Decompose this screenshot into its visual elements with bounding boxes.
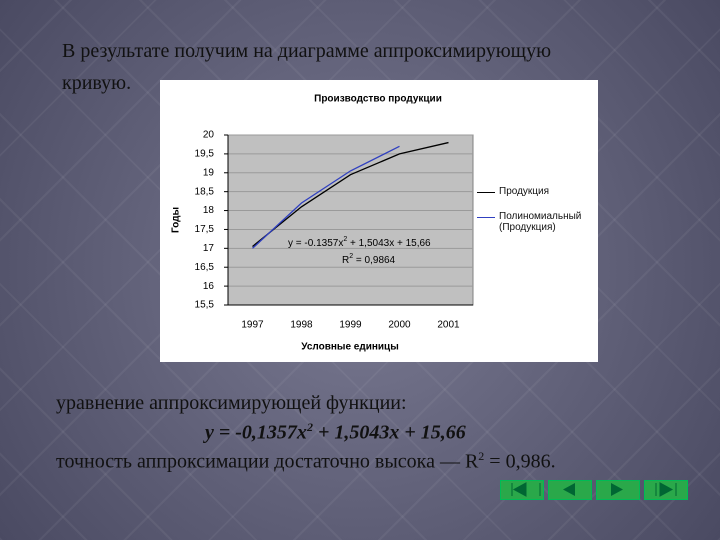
legend: Продукция Полиномиальный (Продукция) <box>477 186 595 247</box>
eq-part: y = -0,1357x <box>205 421 307 444</box>
legend-entry: Полиномиальный (Продукция) <box>477 211 595 233</box>
eq-part: + 1,5043x + 15,66 <box>312 421 466 444</box>
y-tick-label: 15,5 <box>195 300 215 311</box>
nav-next[interactable] <box>596 480 640 500</box>
legend-entry: Продукция <box>477 186 595 197</box>
y-tick-label: 17 <box>203 243 215 254</box>
chart-title: Производство продукции <box>314 94 442 105</box>
y-tick-label: 17,5 <box>195 224 215 235</box>
y-tick-label: 19,5 <box>195 149 215 160</box>
y-tick-label: 16 <box>203 281 215 292</box>
nav-prev[interactable] <box>548 480 592 500</box>
intro-line: В результате получим на диаграмме аппрок… <box>62 40 552 62</box>
annotation-part: + 1,5043x + 15,66 <box>347 238 431 249</box>
x-tick-label: 1999 <box>339 320 362 331</box>
intro-line: кривую. <box>62 72 132 94</box>
chart: Производство продукции Условные единицы … <box>160 80 598 362</box>
x-tick-label: 1997 <box>241 320 264 331</box>
acc-sup: 2 <box>478 449 485 463</box>
nav-first[interactable] <box>500 480 544 500</box>
eq-sup: 2 <box>306 420 313 434</box>
legend-swatch <box>477 192 495 193</box>
series-line <box>252 141 449 247</box>
y-axis-label: Годы <box>171 207 182 233</box>
x-tick-label: 2000 <box>388 320 411 331</box>
annotation: R2 = 0,9864 <box>342 253 396 265</box>
x-tick-label: 2001 <box>437 320 460 331</box>
annotation-sup: 2 <box>343 236 347 243</box>
y-tick-label: 16,5 <box>195 262 215 273</box>
x-tick-label: 1998 <box>290 320 313 331</box>
y-tick-label: 19 <box>203 167 215 178</box>
annotation-part: y = -0.1357x <box>288 238 343 249</box>
legend-swatch <box>477 217 495 218</box>
y-tick-label: 18,5 <box>195 186 215 197</box>
y-tick-label: 20 <box>203 130 215 141</box>
accuracy: точность аппроксимации достаточно высока… <box>56 449 556 474</box>
equation-label: уравнение аппроксимирующей функции: <box>56 392 407 414</box>
series-line <box>252 145 400 249</box>
acc-part: точность аппроксимации достаточно высока… <box>56 450 479 473</box>
annotation-part: R <box>342 255 349 266</box>
x-axis-label: Условные единицы <box>301 342 398 353</box>
annotation-sup: 2 <box>349 253 353 260</box>
acc-part: = 0,986. <box>484 450 556 473</box>
equation: y = -0,1357x2 + 1,5043x + 15,66 <box>205 420 466 445</box>
annotation: y = -0.1357x2 + 1,5043x + 15,66 <box>288 236 431 248</box>
nav-last[interactable] <box>644 480 688 500</box>
y-tick-label: 18 <box>203 205 215 216</box>
annotation-part: = 0,9864 <box>353 255 395 266</box>
